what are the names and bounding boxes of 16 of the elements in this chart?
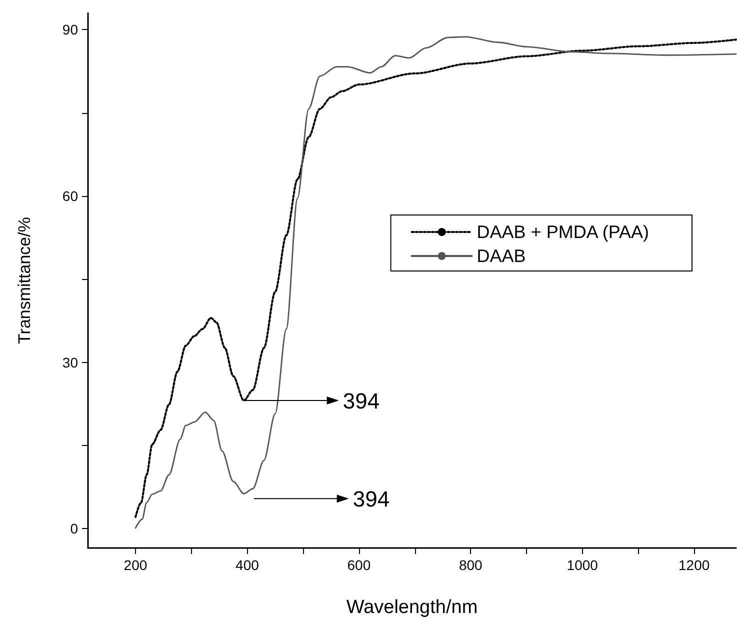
x-tick-label: 400 [236, 557, 260, 573]
y-tick-label: 90 [62, 22, 78, 38]
y-axis-title: Transmittance/% [15, 217, 34, 344]
annotation: 394 [342, 388, 380, 414]
x-tick-label: 200 [124, 557, 148, 573]
x-tick-label: 1200 [678, 557, 710, 573]
x-tick-label: 800 [458, 557, 483, 573]
y-tick-label: 0 [70, 520, 78, 537]
x-tick-label: 600 [347, 557, 371, 573]
annotation: 394 [352, 486, 390, 512]
x-tick-label: 1000 [566, 557, 598, 573]
y-tick-label: 30 [62, 354, 78, 370]
legend-label: DAAB [476, 246, 526, 266]
legend-label: DAAB + PMDA (PAA) [476, 222, 650, 242]
x-axis-title: Wavelength/nm [346, 597, 478, 618]
y-tick-label: 60 [62, 188, 78, 204]
